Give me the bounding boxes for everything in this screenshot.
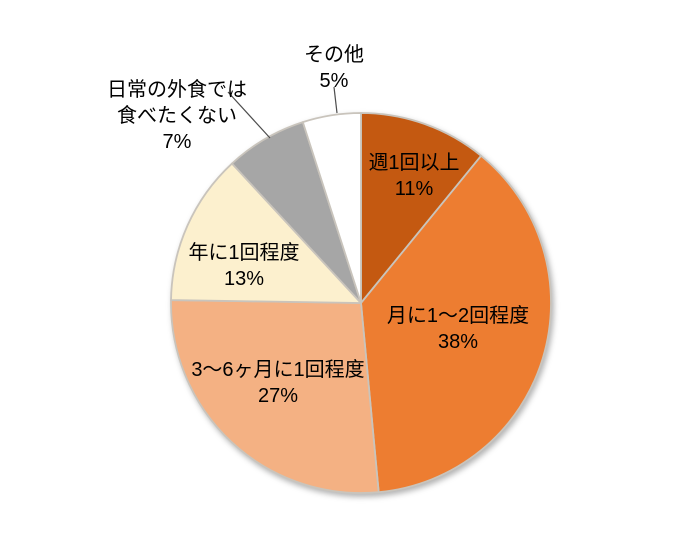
slice-label-text: 3～6ヶ月に1回程度 (191, 359, 365, 381)
pie (170, 112, 552, 494)
slice-label-every-3-6-months: 3～6ヶ月に1回程度 27% (191, 357, 364, 409)
slice-label-text: 月に1～2回程度 (386, 305, 530, 327)
leader-line-other (333, 86, 338, 114)
slice-percent: 5% (319, 70, 349, 92)
pie-slice-other (301, 112, 362, 304)
slice-label-text: 食べたくない (117, 105, 237, 127)
slice-label-weekly-or-more: 週1回以上 11% (368, 150, 459, 202)
slice-percent: 13% (223, 268, 265, 290)
pie-slice-weekly-or-more (360, 112, 483, 304)
pie-slice-yearly (170, 162, 362, 304)
slice-label-text: 週1回以上 (368, 152, 460, 174)
slice-label-text: 年に1回程度 (188, 242, 300, 264)
slice-label-text: その他 (304, 44, 364, 66)
slice-label-text: 日常の外食では (107, 79, 247, 101)
slice-percent: 38% (437, 331, 479, 353)
leader-line-not-everyday-dining (227, 91, 271, 139)
slice-percent: 27% (257, 385, 299, 407)
slice-label-monthly-1-2: 月に1～2回程度 38% (387, 303, 529, 355)
pie-slice-every-3-6-months (170, 299, 380, 494)
slice-label-other: その他 5% (304, 42, 364, 94)
slice-label-not-everyday-dining: 日常の外食では 食べたくない 7% (107, 77, 247, 155)
pie-slice-monthly-1-2 (360, 154, 552, 494)
slice-label-yearly: 年に1回程度 13% (188, 240, 299, 292)
slice-percent: 11% (394, 178, 434, 200)
slice-percent: 7% (162, 131, 192, 153)
